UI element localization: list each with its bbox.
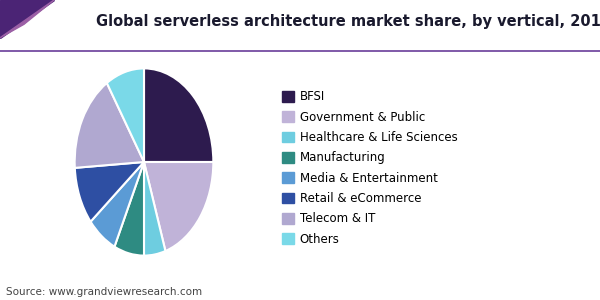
Wedge shape — [144, 68, 214, 162]
Polygon shape — [0, 0, 54, 38]
Legend: BFSI, Government & Public, Healthcare & Life Sciences, Manufacturing, Media & En: BFSI, Government & Public, Healthcare & … — [282, 90, 457, 246]
Wedge shape — [91, 162, 144, 247]
Wedge shape — [74, 83, 144, 168]
Wedge shape — [107, 68, 144, 162]
Wedge shape — [75, 162, 144, 222]
Wedge shape — [115, 162, 144, 256]
Polygon shape — [0, 0, 54, 38]
Text: Source: www.grandviewresearch.com: Source: www.grandviewresearch.com — [6, 287, 202, 297]
Text: Global serverless architecture market share, by vertical, 2017 (%): Global serverless architecture market sh… — [96, 14, 600, 29]
Wedge shape — [144, 162, 214, 251]
Wedge shape — [144, 162, 166, 256]
